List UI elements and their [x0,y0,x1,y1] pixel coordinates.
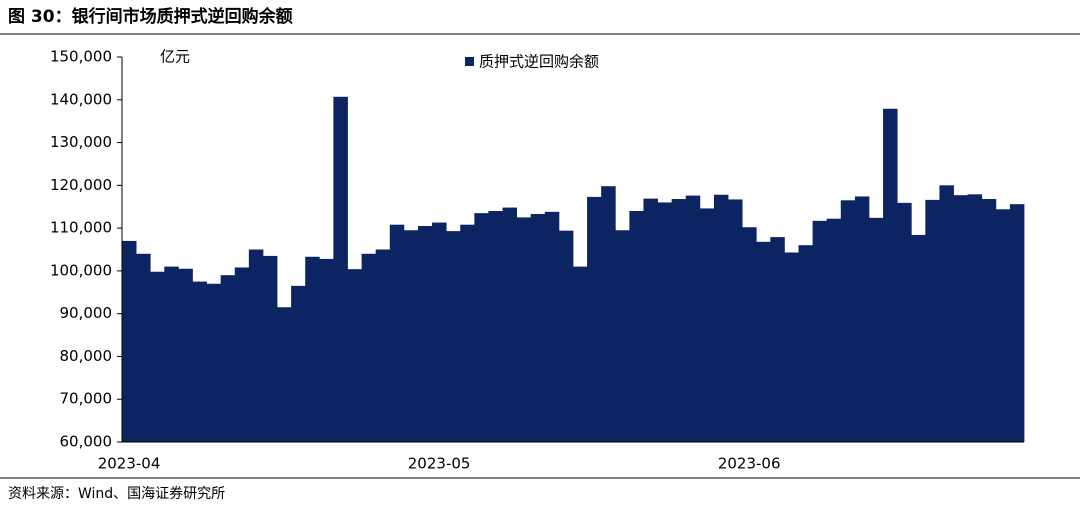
bar [911,234,926,442]
y-tick-label: 130,000 [50,133,112,151]
bar [756,241,771,442]
bar [488,211,503,442]
bar [671,199,687,442]
y-tick-label: 140,000 [50,90,112,108]
bar [277,307,292,442]
bar [812,220,828,442]
bar [601,186,616,442]
y-tick-label: 70,000 [60,390,113,408]
bar [234,267,250,442]
bar [798,245,813,442]
bar [530,213,546,442]
bar [685,195,701,442]
bar [248,249,264,442]
bar [291,285,306,442]
bar [446,231,461,442]
y-tick-label: 120,000 [50,176,112,194]
x-tick-label: 2023-05 [408,455,471,473]
x-tick-label: 2023-06 [718,455,781,473]
bar [502,207,518,442]
bar [770,237,785,442]
bar [1009,204,1025,442]
y-tick-label: 150,000 [50,48,112,66]
bar [643,198,658,442]
bar [558,230,574,442]
bar [474,213,489,442]
bar [333,96,348,443]
bar [403,230,419,442]
bar [883,108,898,442]
bar [460,224,475,442]
bar [319,258,334,442]
bar [432,222,447,442]
bar [629,211,644,442]
bar [967,194,983,442]
bar [854,196,870,442]
bar [122,240,137,442]
bar [699,208,715,442]
bar [840,200,856,442]
bar [206,283,222,442]
bar [417,225,433,442]
bar [995,209,1011,442]
bar [573,266,588,442]
bar [939,185,954,443]
bar [728,199,743,442]
y-tick-label: 110,000 [50,219,112,237]
bar [897,202,912,442]
y-tick-label: 90,000 [60,304,113,322]
source-note: 资料来源：Wind、国海证券研究所 [8,486,225,502]
chart-title: 图 30：银行间市场质押式逆回购余额 [8,6,293,27]
unit-label: 亿元 [160,48,190,66]
legend-label: 质押式逆回购余额 [479,53,599,71]
bar [164,266,179,442]
bar [742,227,757,442]
y-tick-label: 60,000 [60,433,113,451]
bar [981,199,997,442]
bar [347,269,362,442]
bar [657,202,673,442]
bar [713,194,729,442]
x-tick-label: 2023-04 [98,455,161,473]
bar [587,196,602,442]
bar [136,253,151,442]
bar [192,281,207,442]
bar [516,217,532,442]
bar [220,275,236,442]
bar [784,252,799,442]
bar [305,256,320,442]
legend-swatch [465,57,474,66]
y-tick-label: 80,000 [60,347,113,365]
bar [150,271,165,442]
bar [615,230,630,442]
y-tick-label: 100,000 [50,261,112,279]
bar [361,253,377,442]
bar [178,268,193,442]
bar [925,199,940,442]
bar [953,195,969,442]
bar [262,255,278,442]
bar [389,224,405,442]
bar [868,217,884,442]
bar [544,211,560,442]
bar [826,218,842,442]
bar [375,249,391,442]
